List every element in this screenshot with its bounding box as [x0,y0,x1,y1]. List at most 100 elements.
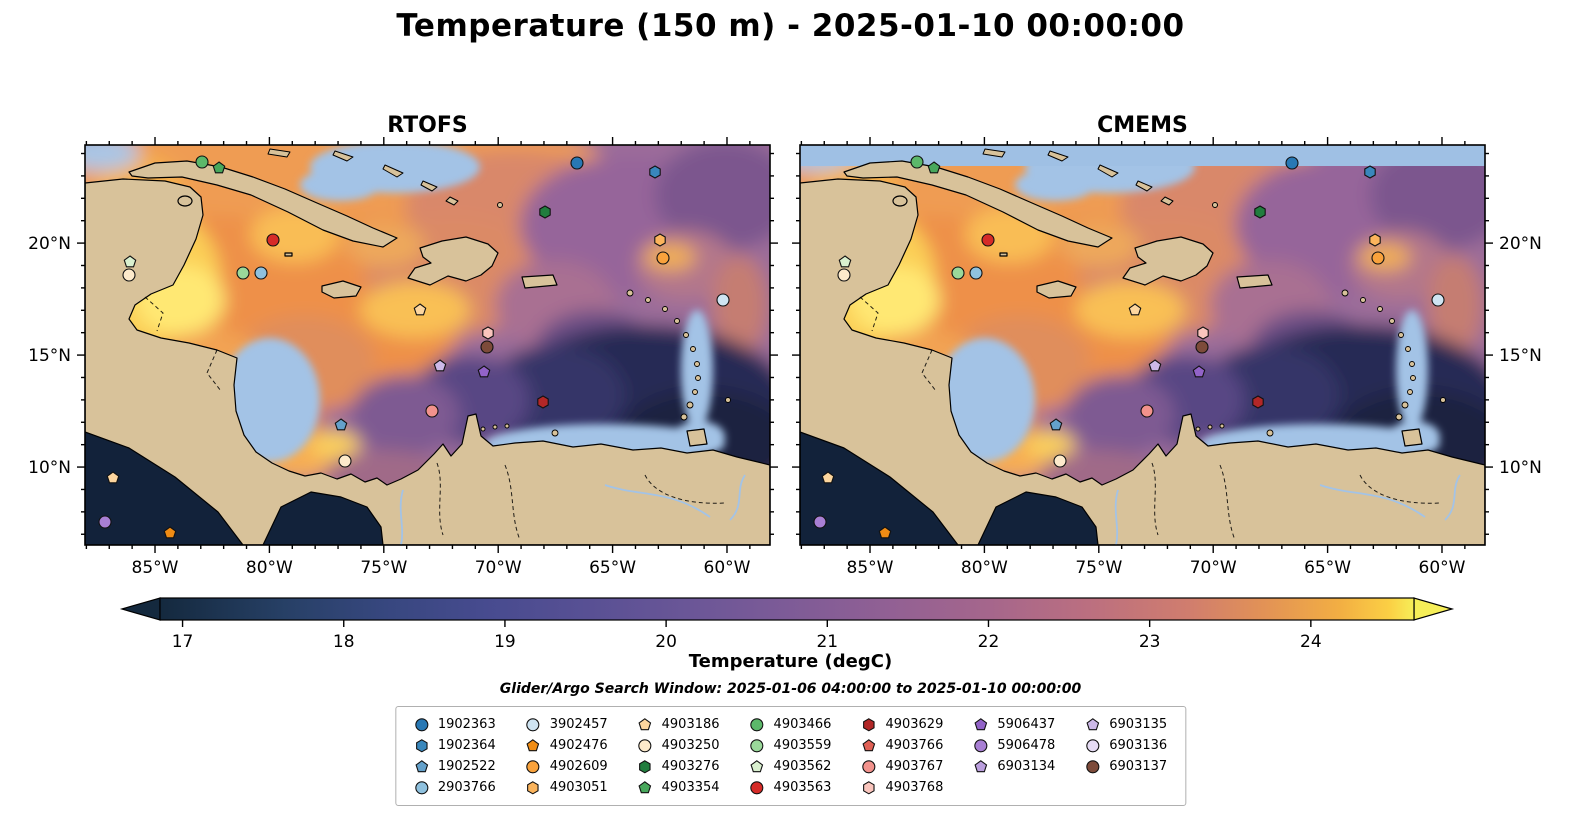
lat-tick-label: 15°N [28,346,71,366]
lon-tick-label: 85°W [847,558,894,578]
legend-entry-4903276: 4903276 [638,758,720,775]
float-marker-4903563 [266,233,280,247]
cuba-island [128,160,398,248]
float-marker-6903135 [1148,359,1162,372]
legend-entry-label: 1902522 [437,759,496,774]
legend-entry-4903250: 4903250 [638,737,720,754]
legend-entry-4903562: 4903562 [750,758,832,775]
cayman-island [284,252,293,257]
colorbar-tick-label: 22 [978,632,1000,652]
pentagon-marker-icon [862,739,876,752]
circle-marker-icon [526,718,540,732]
legend-entry-label: 1902364 [437,738,496,753]
trinidad-island [1401,428,1423,447]
legend-entry-label: 4903466 [773,717,832,732]
trinidad-island [686,428,708,447]
float-marker-4903559 [951,266,965,280]
cayman-island [999,252,1008,257]
float-marker-4903562 [123,255,137,268]
float-marker-1902363 [1285,156,1299,170]
legend-entry-5906437: 5906437 [973,716,1055,733]
map-frame [84,144,771,546]
float-markers-layer [98,155,730,539]
map-canvas: 85°W 80°W 75°W 70°W 65°W 60°W 10°N 15°N 20°N [28,137,778,578]
float-marker-4903250 [338,454,352,468]
float-marker-4902476 [878,526,892,539]
jamaica-island [1036,280,1077,299]
panel-rtofs: RTOFS [28,113,778,578]
legend-column: 1902363 1902364 1902522 2903766 [414,716,496,796]
legend-entry-4902609: 4902609 [526,758,608,775]
float-marker-4903629 [537,395,549,409]
float-marker-4903559 [236,266,250,280]
pentagon-marker-icon [750,760,764,773]
figure-title: Temperature (150 m) - 2025-01-10 00:00:0… [396,8,1185,44]
float-marker-2903766 [969,266,983,280]
bahamas-islands [982,148,1218,208]
float-marker-4903562 [838,255,852,268]
float-marker-4903629 [1252,395,1264,409]
lat-tick-label: 20°N [1499,234,1542,254]
map-cmems: 85°W 80°W 75°W 70°W 65°W 60°W 10°N 15°N 20°N [792,137,1542,578]
legend-entry-label: 2903766 [437,780,496,795]
float-marker-5906478 [813,515,827,529]
isla-juventud [892,195,908,207]
central-south-america-landmass [800,178,1485,545]
puerto-rico-island [521,274,558,289]
pentagon-marker-icon [638,781,652,794]
float-marker-4903767 [425,404,439,418]
cuba-island [843,160,1113,248]
legend-entry-label: 4903562 [773,759,832,774]
legend-entry-4903466: 4903466 [750,716,832,733]
legend-entry-4902476: 4902476 [526,737,608,754]
pentagon-marker-icon [974,718,988,731]
circle-marker-icon [638,739,652,753]
isla-juventud [177,195,193,207]
legend-entry-6903136: 6903136 [1085,737,1167,754]
legend-entry-1902522: 1902522 [414,758,496,775]
legend-entry-4903186: 4903186 [638,716,720,733]
float-marker-4903354 [927,161,941,174]
legend-entry-3902457: 3902457 [526,716,608,733]
float-marker-4903466 [195,155,209,169]
float-marker-1902364 [1364,165,1376,179]
colorbar-tick-label: 21 [816,632,838,652]
legend-entry-4903354: 4903354 [638,779,720,796]
colorbar-gradient [159,597,1415,621]
circle-marker-icon [414,718,428,732]
float-marker-3902457 [1431,293,1445,307]
country-borders [859,296,1441,541]
legend-entry-label: 6903135 [1109,717,1168,732]
land-layer [800,148,1485,545]
puerto-rico-island [1236,274,1273,289]
legend-column: 3902457 4902476 4902609 4903051 [526,716,608,796]
float-marker-4903186 [106,471,120,484]
lat-tick-label: 15°N [1499,346,1542,366]
colorbar-min-arrow [119,597,161,621]
hexagon-marker-icon [863,718,875,732]
lon-tick-label: 75°W [1075,558,1122,578]
colorbar-ticks: 17 18 19 20 21 22 23 24 [172,620,1322,652]
legend-entry-2903766: 2903766 [414,779,496,796]
lon-tick-label: 85°W [132,558,179,578]
float-marker-6903137 [1195,340,1209,354]
bahamas-islands [267,148,503,208]
lat-tick-label: 20°N [28,234,71,254]
legend-box: 1902363 1902364 1902522 2903766 3902457 49024… [394,706,1187,806]
legend-entry-label: 5906437 [997,717,1056,732]
float-marker-4903186 [413,303,427,316]
colorbar: 17 18 19 20 21 22 23 24 [119,597,1455,654]
lat-tick-label: 10°N [28,458,71,478]
hexagon-marker-icon [863,781,875,795]
float-marker-1902363 [570,156,584,170]
legend-entry-label: 4903354 [661,780,720,795]
legend-entry-label: 1902363 [437,717,496,732]
legend-entry-label: 4903766 [885,738,944,753]
legend-entry-label: 5906478 [997,738,1056,753]
lon-tick-label: 75°W [360,558,407,578]
circle-marker-icon [862,760,876,774]
float-marker-4903250 [122,268,136,282]
axis-ticks-right: 85°W 80°W 75°W 70°W 65°W 60°W 10°N 15°N 20°N [792,137,1542,578]
axis-ticks-left: 85°W 80°W 75°W 70°W 65°W 60°W 10°N 15°N 20°N [28,137,778,578]
legend-entry-label: 4902609 [549,759,608,774]
